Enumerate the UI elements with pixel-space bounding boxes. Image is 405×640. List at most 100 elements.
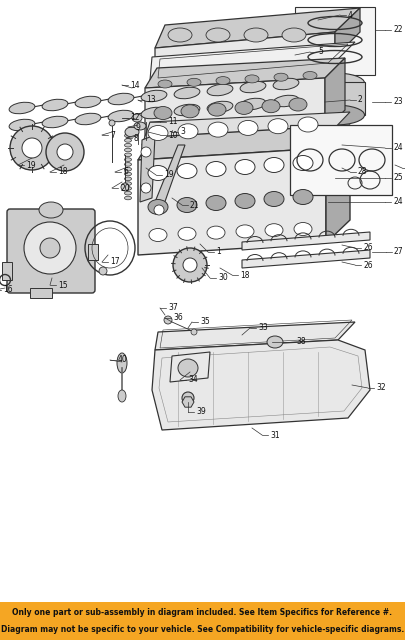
Text: 13: 13 bbox=[146, 95, 156, 104]
Polygon shape bbox=[155, 322, 355, 350]
Ellipse shape bbox=[267, 336, 283, 348]
Bar bbox=[295, 7, 375, 75]
Ellipse shape bbox=[178, 359, 198, 377]
Polygon shape bbox=[145, 58, 345, 88]
Ellipse shape bbox=[99, 267, 107, 275]
Ellipse shape bbox=[118, 390, 126, 402]
Ellipse shape bbox=[174, 104, 200, 116]
Ellipse shape bbox=[244, 28, 268, 42]
Text: 31: 31 bbox=[270, 431, 279, 440]
Polygon shape bbox=[155, 145, 185, 212]
Ellipse shape bbox=[245, 75, 259, 83]
Ellipse shape bbox=[235, 193, 255, 209]
Ellipse shape bbox=[304, 198, 324, 212]
Text: Diagram may not be specific to your vehicle. See Compatibility for vehicle-speci: Diagram may not be specific to your vehi… bbox=[1, 625, 404, 634]
Polygon shape bbox=[155, 32, 335, 72]
Ellipse shape bbox=[9, 119, 35, 131]
Polygon shape bbox=[170, 352, 210, 382]
Ellipse shape bbox=[236, 225, 254, 238]
Ellipse shape bbox=[148, 200, 168, 214]
Ellipse shape bbox=[132, 114, 142, 122]
Ellipse shape bbox=[216, 77, 230, 84]
Ellipse shape bbox=[206, 161, 226, 177]
Ellipse shape bbox=[75, 113, 101, 125]
Text: 4: 4 bbox=[348, 10, 353, 19]
Ellipse shape bbox=[305, 105, 364, 125]
Text: 39: 39 bbox=[196, 408, 206, 417]
Ellipse shape bbox=[207, 84, 233, 96]
Ellipse shape bbox=[46, 133, 84, 171]
Text: 7: 7 bbox=[110, 131, 115, 140]
Text: 35: 35 bbox=[200, 317, 210, 326]
Ellipse shape bbox=[124, 143, 132, 147]
Ellipse shape bbox=[75, 96, 101, 108]
Ellipse shape bbox=[22, 138, 42, 158]
Bar bbox=[290, 125, 392, 195]
Ellipse shape bbox=[141, 90, 167, 102]
Polygon shape bbox=[182, 397, 194, 407]
Polygon shape bbox=[325, 58, 345, 130]
Text: 6: 6 bbox=[123, 168, 128, 177]
Ellipse shape bbox=[9, 102, 35, 114]
Text: 21: 21 bbox=[190, 200, 200, 209]
Ellipse shape bbox=[240, 99, 266, 109]
Ellipse shape bbox=[42, 99, 68, 111]
Ellipse shape bbox=[148, 125, 168, 141]
Ellipse shape bbox=[164, 316, 172, 324]
Ellipse shape bbox=[124, 196, 132, 200]
Ellipse shape bbox=[57, 144, 73, 160]
Text: 18: 18 bbox=[240, 271, 249, 280]
Ellipse shape bbox=[168, 28, 192, 42]
Ellipse shape bbox=[273, 78, 299, 90]
Text: 23: 23 bbox=[393, 97, 403, 106]
Text: 2: 2 bbox=[358, 95, 363, 104]
Ellipse shape bbox=[208, 103, 226, 116]
Polygon shape bbox=[242, 232, 370, 250]
Ellipse shape bbox=[124, 163, 132, 166]
Ellipse shape bbox=[282, 28, 306, 42]
Ellipse shape bbox=[141, 183, 151, 193]
Ellipse shape bbox=[121, 183, 129, 191]
Ellipse shape bbox=[141, 147, 151, 157]
Text: 19: 19 bbox=[164, 170, 174, 179]
Ellipse shape bbox=[40, 238, 60, 258]
Ellipse shape bbox=[124, 134, 132, 138]
Ellipse shape bbox=[293, 156, 313, 170]
Ellipse shape bbox=[274, 73, 288, 81]
Ellipse shape bbox=[240, 81, 266, 93]
Ellipse shape bbox=[134, 122, 146, 130]
Ellipse shape bbox=[124, 172, 132, 176]
Polygon shape bbox=[145, 78, 325, 140]
Ellipse shape bbox=[109, 120, 115, 126]
Ellipse shape bbox=[305, 73, 364, 93]
Ellipse shape bbox=[178, 124, 198, 139]
Bar bbox=[0, 602, 405, 640]
Bar bbox=[305, 82, 365, 115]
Text: 22: 22 bbox=[393, 26, 403, 35]
Ellipse shape bbox=[307, 168, 327, 182]
Ellipse shape bbox=[125, 127, 139, 137]
Text: 15: 15 bbox=[58, 280, 68, 289]
Bar bbox=[88, 244, 98, 260]
Ellipse shape bbox=[298, 117, 318, 132]
Text: 11: 11 bbox=[168, 118, 177, 127]
Bar bbox=[30, 288, 52, 298]
Ellipse shape bbox=[235, 101, 253, 115]
FancyBboxPatch shape bbox=[7, 209, 95, 293]
Text: 28: 28 bbox=[358, 168, 367, 177]
Ellipse shape bbox=[268, 118, 288, 134]
Ellipse shape bbox=[289, 98, 307, 111]
Ellipse shape bbox=[117, 353, 127, 373]
Text: 24: 24 bbox=[393, 143, 403, 152]
Polygon shape bbox=[326, 125, 350, 243]
Ellipse shape bbox=[177, 198, 197, 212]
Polygon shape bbox=[138, 148, 326, 255]
Ellipse shape bbox=[273, 95, 299, 107]
Ellipse shape bbox=[208, 122, 228, 137]
Polygon shape bbox=[140, 135, 155, 202]
Text: 40: 40 bbox=[118, 355, 128, 365]
Polygon shape bbox=[155, 8, 360, 48]
Ellipse shape bbox=[124, 139, 132, 142]
Ellipse shape bbox=[10, 126, 54, 170]
Text: 27: 27 bbox=[394, 248, 404, 257]
